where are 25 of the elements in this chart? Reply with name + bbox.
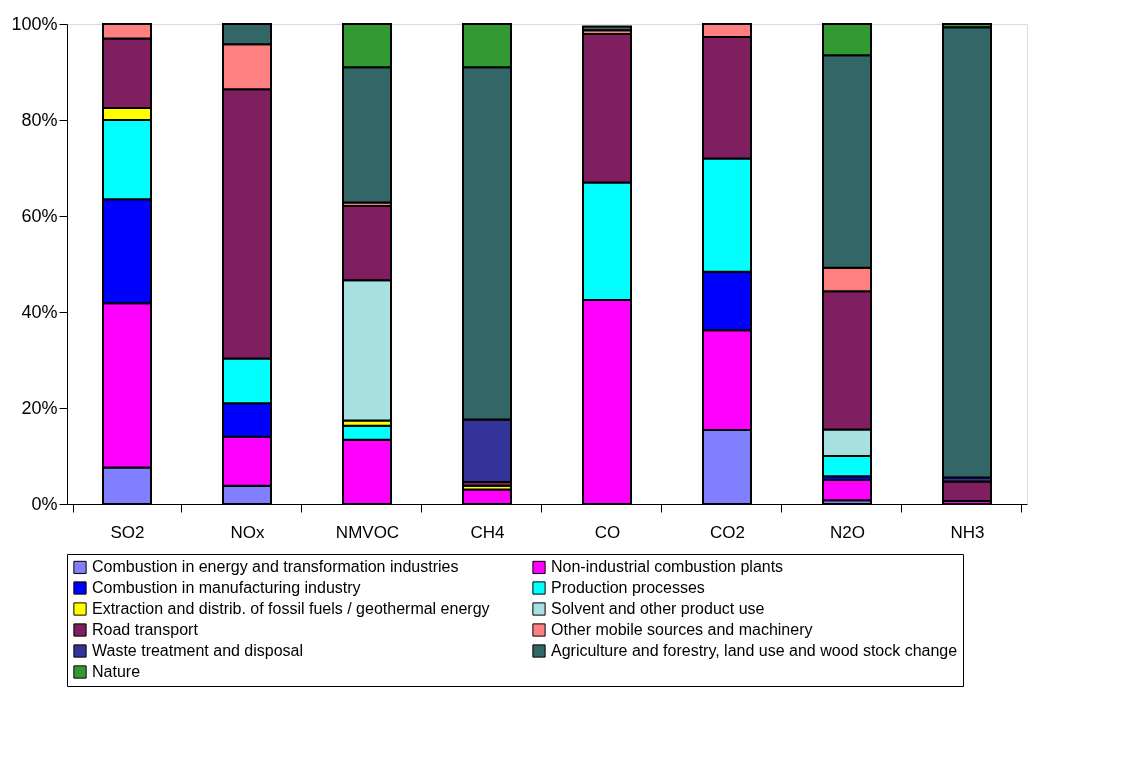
legend-label: Combustion in energy and transformation industries [92,558,459,576]
y-tick-label: 100% [11,13,58,34]
y-tick-label: 0% [31,493,58,514]
x-tick-label: CO2 [710,522,745,542]
y-tick-label: 40% [21,301,58,322]
legend-label: Agriculture and forestry, land use and wood stock change [551,642,958,659]
legend-label: Non-industrial combustion plants [551,558,784,576]
x-tick-label: NMVOC [335,522,400,542]
y-tick-label: 20% [21,397,58,418]
x-tick-label: CO [594,522,621,542]
x-tick-label: NH3 [950,522,985,542]
y-tick-label: 60% [21,205,58,226]
legend-label: Combustion in manufacturing industry [92,579,361,596]
legend-label: Nature [92,663,141,680]
legend-label: Other mobile sources and machinery [551,621,813,638]
x-tick-label: CH4 [470,522,505,542]
legend-label: Production processes [551,579,705,596]
legend-label: Solvent and other product use [551,600,765,617]
y-tick-label: 80% [21,109,58,130]
x-tick-label: SO2 [110,522,145,542]
x-tick-label: NOx [230,522,265,542]
legend-label: Waste treatment and disposal [92,642,304,659]
legend-label: Extraction and distrib. of fossil fuels / geothermal energy [92,600,490,617]
legend-label: Road transport [92,621,199,638]
x-tick-label: N2O [830,522,865,542]
